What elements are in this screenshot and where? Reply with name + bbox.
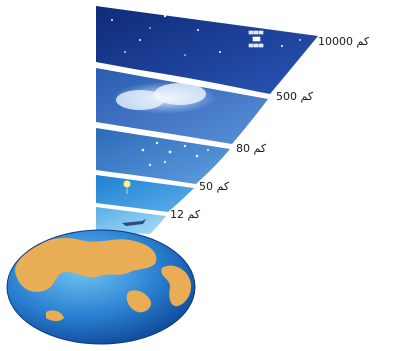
layer-band-mesosphere	[96, 128, 230, 184]
band-separators	[95, 63, 271, 216]
layer-label-80km: 80 كم	[236, 142, 267, 155]
layer-label-50km: 50 كم	[199, 180, 230, 193]
meteor-icon	[141, 141, 209, 167]
layer-band-troposphere	[96, 207, 166, 234]
stars	[111, 14, 301, 56]
balloon-icon	[123, 180, 131, 194]
airplane-icon	[122, 219, 146, 226]
earth-globe-icon	[6, 229, 196, 345]
layer-band-stratosphere	[96, 175, 194, 212]
cloud-icon	[113, 82, 217, 114]
satellite-icon	[248, 30, 264, 48]
layer-label-10000km: 10000 كم	[318, 35, 370, 48]
layer-label-12km: 12 كم	[170, 208, 201, 221]
layer-label-500km: 500 كم	[276, 90, 314, 103]
